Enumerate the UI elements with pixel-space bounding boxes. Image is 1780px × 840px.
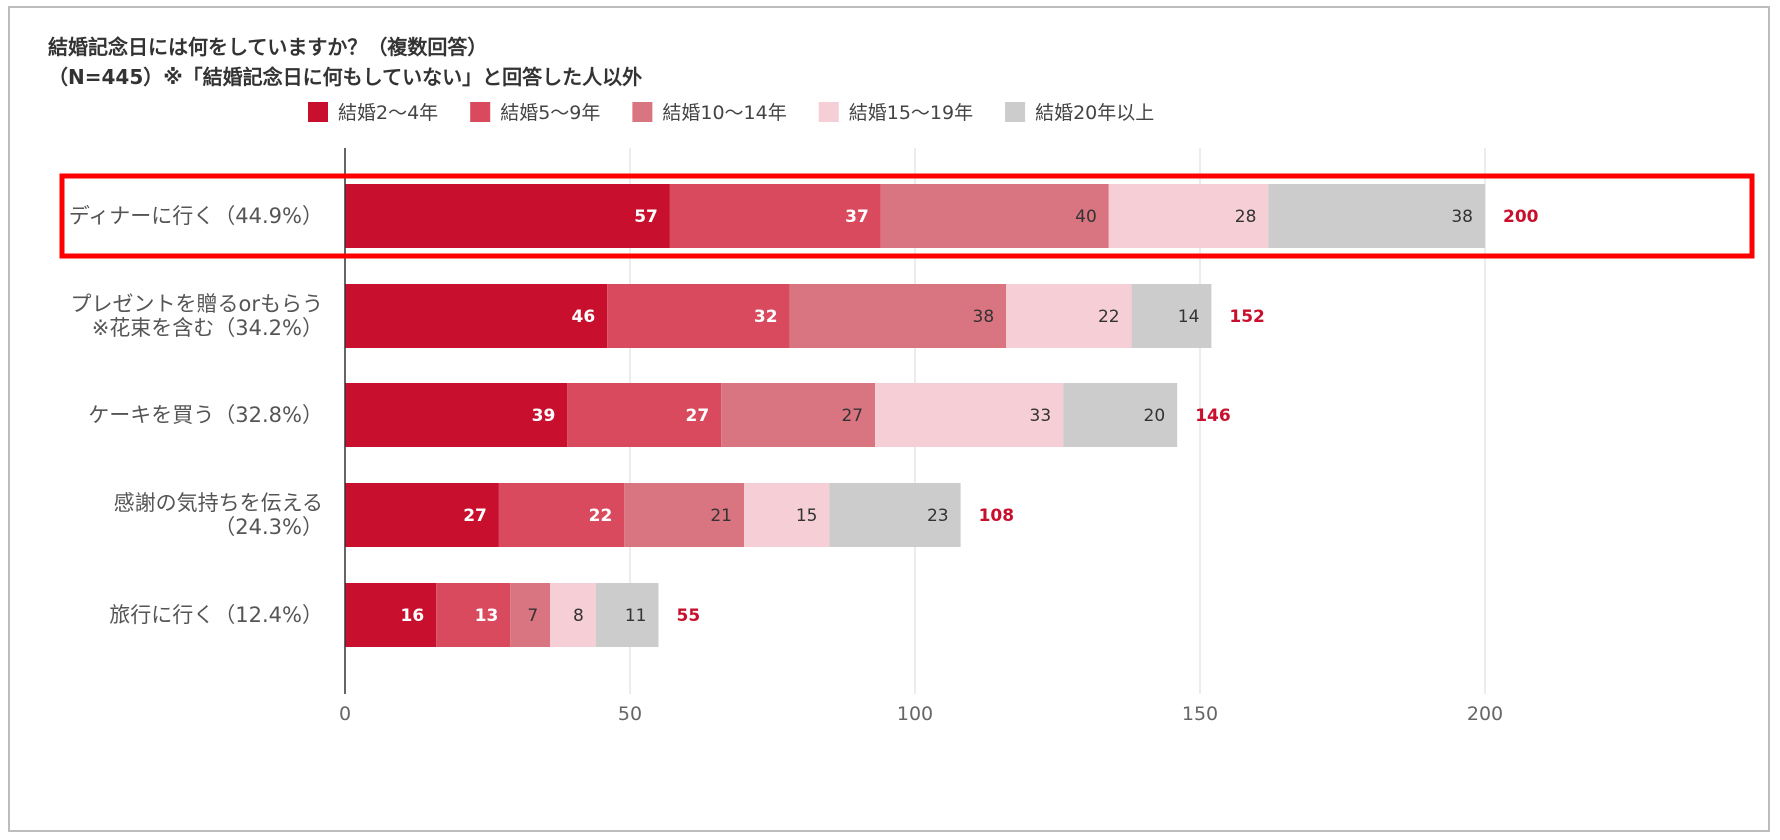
chart-frame: 結婚記念日には何をしていますか？（複数回答） （N=445）※「結婚記念日に何も… <box>8 6 1770 832</box>
bar-row: 27 22 21 15 23 108 <box>345 483 1014 547</box>
x-tick-label: 150 <box>1182 703 1218 725</box>
legend-label: 結婚20年以上 <box>1035 102 1154 124</box>
bar-segment <box>550 583 596 647</box>
bar-segment <box>345 483 499 547</box>
legend-item: 結婚20年以上 <box>1005 102 1154 124</box>
bar-value-label: 22 <box>589 506 613 526</box>
bar-value-label: 32 <box>754 307 778 327</box>
bar-value-label: 37 <box>845 207 869 227</box>
bar-segment <box>880 184 1109 248</box>
bar-segment <box>345 284 608 348</box>
legend-label: 結婚2〜4年 <box>338 102 438 124</box>
bar-segment <box>345 383 568 447</box>
bar-value-label: 27 <box>463 506 487 526</box>
bar-value-label: 27 <box>686 406 710 426</box>
bar-segment <box>1006 284 1132 348</box>
bar-segment <box>1063 383 1178 447</box>
bar-value-label: 7 <box>527 606 538 626</box>
bar-value-label: 16 <box>401 606 425 626</box>
bar-value-label: 38 <box>1451 207 1473 227</box>
bar-value-label: 57 <box>634 207 658 227</box>
category-label: ディナーに行く（44.9%） <box>69 204 323 228</box>
bar-value-label: 46 <box>572 307 596 327</box>
bar-segment <box>510 583 551 647</box>
legend-item: 結婚15〜19年 <box>818 102 973 124</box>
legend: 結婚2〜4年 結婚5〜9年 結婚10〜14年 結婚15〜19年 結婚20年以上 <box>308 102 1154 124</box>
legend-label: 結婚15〜19年 <box>849 102 973 124</box>
category-label: 感謝の気持ちを伝える <box>114 491 323 515</box>
legend-swatch <box>818 102 839 122</box>
bar-row: 57 37 40 28 38 200 <box>345 184 1539 248</box>
category-label: 旅行に行く（12.4%） <box>109 603 323 627</box>
bar-value-label: 21 <box>710 506 732 526</box>
bar-row: 39 27 27 33 20 146 <box>345 383 1231 447</box>
bar-segment <box>669 184 881 248</box>
bar-segment <box>595 583 659 647</box>
bar-segment <box>345 184 670 248</box>
chart-subtitle: （N=445）※「結婚記念日に何もしていない」と回答した人以外 <box>48 65 642 89</box>
bar-segment <box>744 483 830 547</box>
bar-value-label: 20 <box>1144 406 1166 426</box>
highlight-box <box>59 173 1755 259</box>
bar-total-label: 200 <box>1503 207 1539 227</box>
legend-item: 結婚2〜4年 <box>308 102 438 124</box>
bar-total-label: 108 <box>979 506 1015 526</box>
legend-swatch <box>632 102 653 122</box>
chart-title: 結婚記念日には何をしていますか？（複数回答） <box>48 35 487 59</box>
bar-segment <box>789 284 1007 348</box>
category-label: プレゼントを贈るorもらう <box>71 292 323 316</box>
bar-segment <box>1268 184 1485 248</box>
bar-total-label: 55 <box>677 606 701 626</box>
x-tick-label: 0 <box>339 703 351 725</box>
bar-segment <box>607 284 790 348</box>
category-label: ケーキを買う（32.8%） <box>88 403 323 427</box>
legend-item: 結婚5〜9年 <box>470 102 600 124</box>
highlight <box>59 173 1755 259</box>
bar-value-label: 23 <box>927 506 949 526</box>
bar-value-label: 40 <box>1075 207 1097 227</box>
bar-value-label: 28 <box>1235 207 1257 227</box>
bar-value-label: 11 <box>625 606 647 626</box>
bar-value-label: 27 <box>841 406 863 426</box>
legend-swatch <box>470 102 491 122</box>
chart-svg: 結婚記念日には何をしていますか？（複数回答） （N=445）※「結婚記念日に何も… <box>48 35 1755 725</box>
x-tick-label: 100 <box>897 703 933 725</box>
bar-segment <box>875 383 1064 447</box>
bar-value-label: 14 <box>1178 307 1200 327</box>
bar-segment <box>721 383 876 447</box>
category-labels: ディナーに行く（44.9%） プレゼントを贈るorもらう※花束を含む（34.2%）… <box>69 204 323 627</box>
x-tick-label: 50 <box>618 703 642 725</box>
bar-segment <box>829 483 961 547</box>
legend-item: 結婚10〜14年 <box>632 102 787 124</box>
bar-total-label: 146 <box>1195 406 1231 426</box>
bar-value-label: 33 <box>1030 406 1052 426</box>
bar-segment <box>436 583 511 647</box>
legend-swatch <box>1005 102 1026 122</box>
bar-value-label: 39 <box>532 406 556 426</box>
bar-segment <box>624 483 744 547</box>
bar-row: 16 13 7 8 11 55 <box>345 583 700 647</box>
category-label: ※花束を含む（34.2%） <box>92 316 323 340</box>
category-label: （24.3%） <box>214 515 323 539</box>
legend-label: 結婚5〜9年 <box>500 102 600 124</box>
bar-value-label: 15 <box>796 506 818 526</box>
bar-value-label: 38 <box>973 307 995 327</box>
bar-segment <box>1108 184 1269 248</box>
legend-label: 結婚10〜14年 <box>662 102 786 124</box>
title-group: 結婚記念日には何をしていますか？（複数回答） （N=445）※「結婚記念日に何も… <box>48 35 642 89</box>
bar-value-label: 22 <box>1098 307 1120 327</box>
bar-row: 46 32 38 22 14 152 <box>345 284 1265 348</box>
bar-segment <box>498 483 625 547</box>
bars: 57 37 40 28 38 200 46 32 38 22 14 152 39 27 27 33 20 146 2… <box>345 184 1539 647</box>
legend-swatch <box>308 102 328 122</box>
bar-value-label: 8 <box>573 606 584 626</box>
bar-segment <box>1131 284 1212 348</box>
x-tick-label: 200 <box>1467 703 1503 725</box>
bar-value-label: 13 <box>475 606 499 626</box>
bar-segment <box>567 383 722 447</box>
bar-segment <box>345 583 437 647</box>
bar-total-label: 152 <box>1229 307 1265 327</box>
